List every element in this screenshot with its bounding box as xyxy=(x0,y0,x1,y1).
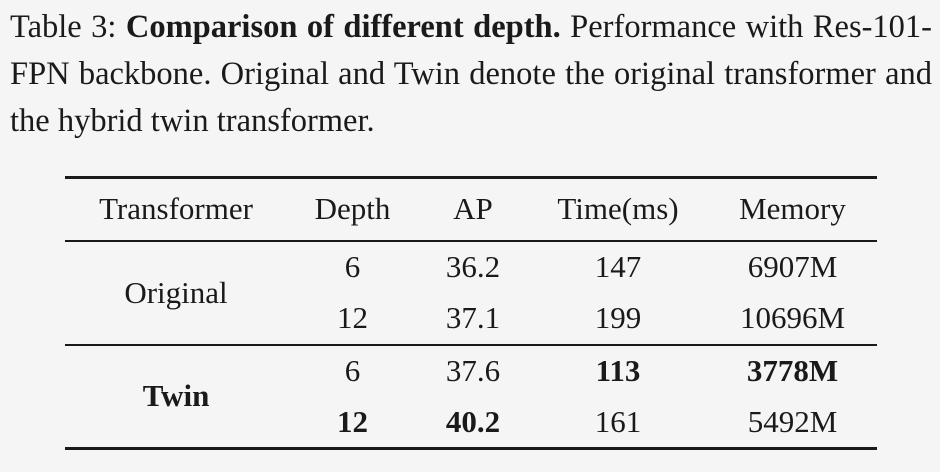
header-row: Transformer Depth AP Time(ms) Memory xyxy=(65,178,877,241)
table-row: 12 40.2 161 5492M xyxy=(65,397,877,449)
cell: 12 xyxy=(337,403,368,439)
caption-title: Comparison of different depth. xyxy=(125,9,561,45)
caption: Table 3: Comparison of different depth. … xyxy=(10,4,932,145)
group-name: Twin xyxy=(142,378,210,414)
header-cell: Memory xyxy=(739,191,846,227)
header-cell: Depth xyxy=(314,191,391,227)
cell: 199 xyxy=(594,300,642,335)
table-row: 12 37.1 199 10696M xyxy=(65,293,877,345)
cell: 36.2 xyxy=(445,249,501,284)
cell: 161 xyxy=(594,403,642,439)
table-group: Original 6 36.2 147 6907M 12 37.1 199 10… xyxy=(65,241,877,345)
cell: 37.1 xyxy=(445,300,501,335)
table-header: Transformer Depth AP Time(ms) Memory xyxy=(65,177,877,241)
cell: 6907M xyxy=(747,249,838,284)
cell: 6 xyxy=(344,353,361,388)
cell: 147 xyxy=(594,249,642,284)
table-row: Original 6 36.2 147 6907M xyxy=(65,241,877,310)
header-cell: AP xyxy=(453,191,493,227)
cell: 10696M xyxy=(739,300,846,335)
cell: 37.6 xyxy=(445,353,501,388)
header-cell: Time(ms) xyxy=(557,191,679,227)
caption-text: Performance with Res-101-FPN backbone. O… xyxy=(10,9,932,139)
cell: 40.2 xyxy=(445,403,501,439)
header-cell: Transformer xyxy=(99,191,253,227)
caption-label: Table 3: xyxy=(10,9,117,45)
group-name: Original xyxy=(124,274,228,310)
cell: 5492M xyxy=(747,403,838,439)
table-group: Twin 6 37.6 113 3778M 12 40.2 161 5492M xyxy=(65,345,877,449)
table-row: Twin 6 37.6 113 3778M xyxy=(65,345,877,413)
cell: 3778M xyxy=(746,353,839,388)
cell: 12 xyxy=(337,300,368,335)
cell: 113 xyxy=(595,353,641,388)
results-table: Transformer Depth AP Time(ms) Memory Ori… xyxy=(65,176,877,450)
cell: 6 xyxy=(344,249,361,284)
